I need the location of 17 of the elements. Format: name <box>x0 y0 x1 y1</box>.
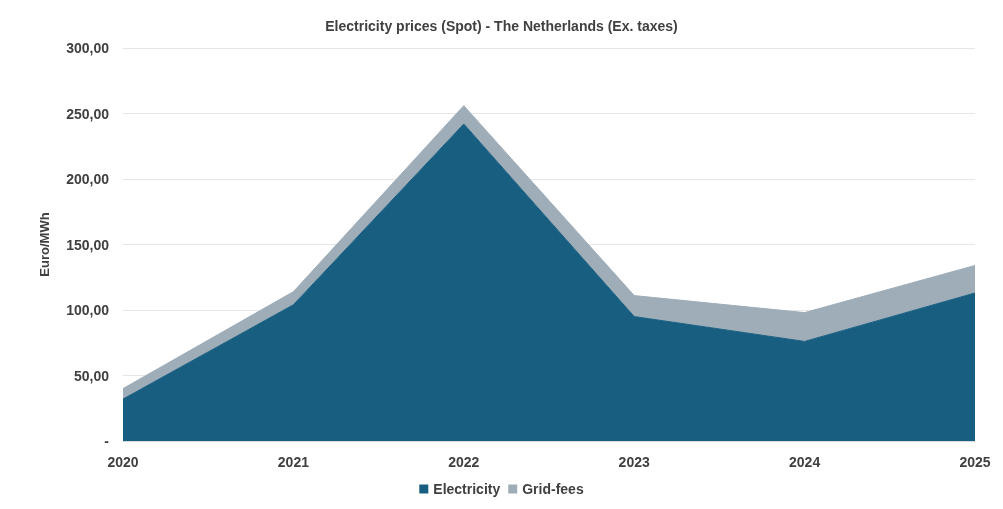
legend-label: Electricity <box>433 481 501 497</box>
y-tick-label: 100,00 <box>66 302 110 318</box>
x-tick-label: 2025 <box>959 454 991 470</box>
y-tick-label: 200,00 <box>66 171 110 187</box>
x-tick-label: 2023 <box>618 454 650 470</box>
legend-label: Grid-fees <box>522 481 584 497</box>
x-tick-label: 2024 <box>789 454 821 470</box>
y-tick-label: 300,00 <box>66 40 110 56</box>
x-tick-label: 2020 <box>107 454 139 470</box>
chart-title: Electricity prices (Spot) - The Netherlands (Ex. taxes) <box>325 18 678 34</box>
y-tick-label: 250,00 <box>66 105 110 122</box>
y-tick-label: 50,00 <box>73 367 110 384</box>
y-tick-label: - <box>104 433 110 449</box>
y-axis-title: Euro/MWh <box>37 212 52 277</box>
x-tick-label: 2021 <box>277 454 310 470</box>
x-tick-label: 2022 <box>448 454 480 470</box>
y-tick-label: 150,00 <box>66 236 110 253</box>
